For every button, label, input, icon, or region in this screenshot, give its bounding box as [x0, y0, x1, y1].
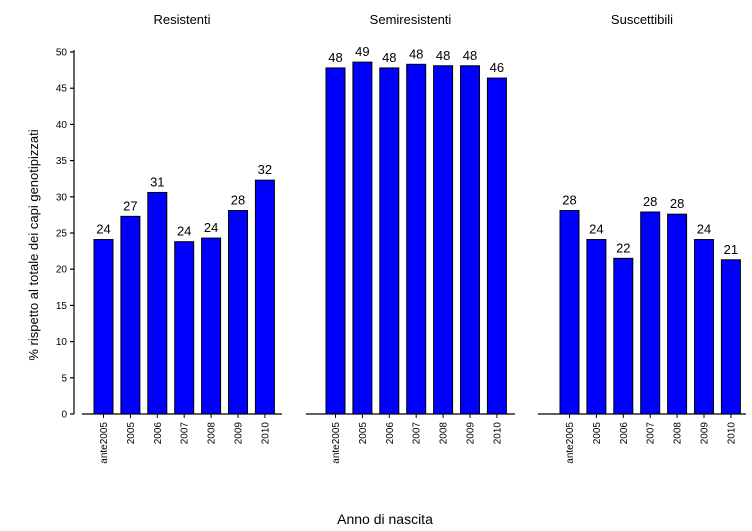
data-label: 24: [96, 222, 110, 237]
x-axis-title: Anno di nascita: [337, 511, 433, 527]
x-tick-label: 2008: [207, 422, 218, 445]
y-tick-label: 10: [56, 337, 68, 348]
x-tick-label: 2007: [412, 422, 423, 445]
bar: [120, 215, 141, 415]
data-label: 28: [562, 193, 576, 208]
y-tick-label: 45: [56, 84, 68, 95]
bar: [694, 239, 714, 415]
y-tick-label: 40: [56, 120, 68, 131]
panel-title: Resistenti: [153, 12, 210, 27]
bar: [640, 211, 661, 415]
x-tick-label: 2010: [492, 422, 503, 445]
x-tick-label: 2009: [234, 422, 245, 445]
x-tick-label: 2006: [619, 422, 630, 445]
data-label: 49: [355, 44, 369, 59]
data-label: 28: [670, 196, 684, 211]
bar: [379, 67, 400, 415]
bar: [486, 77, 507, 415]
bar: [720, 259, 741, 415]
data-label: 31: [150, 174, 164, 189]
bar: [406, 63, 427, 415]
data-label: 24: [177, 224, 191, 239]
x-tick-label: 2005: [126, 422, 137, 445]
x-tick-label: 2010: [726, 422, 737, 445]
x-tick-label: 2006: [385, 422, 396, 445]
panel-title: Semiresistenti: [370, 12, 452, 27]
data-label: 48: [463, 48, 477, 63]
bar: [613, 257, 634, 415]
data-label: 48: [409, 46, 423, 61]
bar: [325, 67, 346, 415]
bar: [93, 239, 114, 415]
data-label: 24: [697, 222, 711, 237]
x-tick-label: 2005: [592, 422, 603, 445]
x-tick-label: 2009: [700, 422, 711, 445]
y-tick-label: 50: [56, 48, 68, 59]
data-label: 24: [589, 222, 603, 237]
bar: [254, 179, 275, 415]
y-tick-label: 20: [56, 265, 68, 276]
bar: [228, 210, 248, 415]
data-label: 32: [258, 162, 272, 177]
bar: [460, 65, 480, 415]
data-label: 28: [643, 194, 657, 209]
bar: [586, 239, 607, 415]
x-tick-label: ante2005: [99, 422, 110, 464]
bar: [352, 61, 373, 415]
y-tick-label: 15: [56, 301, 68, 312]
data-label: 21: [724, 242, 738, 257]
x-tick-label: 2007: [180, 422, 191, 445]
y-tick-label: 35: [56, 156, 68, 167]
bar: [667, 213, 688, 415]
data-label: 48: [382, 50, 396, 65]
bar: [201, 237, 222, 415]
y-axis-title: % rispetto al totale dei capi genotipizz…: [26, 129, 41, 360]
data-label: 24: [204, 220, 218, 235]
x-tick-label: 2010: [260, 422, 271, 445]
x-tick-label: ante2005: [565, 422, 576, 464]
x-tick-label: 2005: [358, 422, 369, 445]
bar: [433, 65, 454, 415]
x-tick-label: ante2005: [331, 422, 342, 464]
x-tick-label: 2008: [673, 422, 684, 445]
data-label: 28: [231, 193, 245, 208]
x-tick-label: 2007: [646, 422, 657, 445]
data-label: 48: [328, 50, 342, 65]
y-tick-label: 0: [61, 410, 67, 421]
y-tick-label: 25: [56, 229, 68, 240]
bar: [559, 210, 580, 415]
bar: [147, 191, 168, 415]
data-label: 22: [616, 240, 630, 255]
x-tick-label: 2006: [153, 422, 164, 445]
data-label: 48: [436, 48, 450, 63]
plot-area: 0 5 10 15 20 25 30 35 40 45 50 Resistenti 24 ante2005…: [56, 12, 746, 464]
bar: [174, 241, 195, 415]
x-tick-label: 2009: [466, 422, 477, 445]
data-label: 46: [490, 60, 504, 75]
data-label: 27: [123, 198, 137, 213]
x-tick-label: 2008: [439, 422, 450, 445]
y-tick-label: 5: [61, 373, 67, 384]
panel-title: Suscettibili: [611, 12, 673, 27]
y-tick-label: 30: [56, 192, 68, 203]
